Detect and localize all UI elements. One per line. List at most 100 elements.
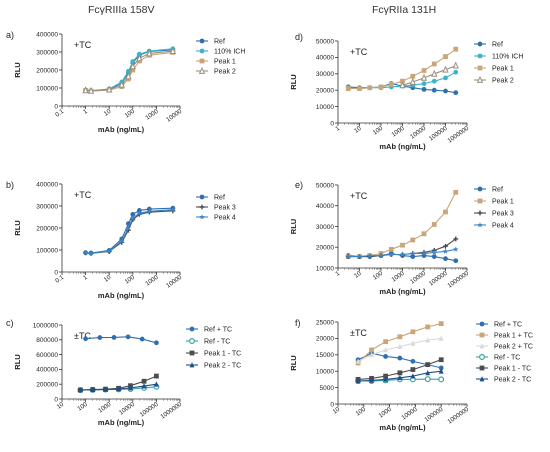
data-point (388, 246, 394, 252)
series-peak-2: Peak 2 (399, 61, 514, 89)
y-tick-label: 50000 (316, 182, 334, 189)
data-point (443, 256, 448, 262)
data-point (383, 339, 389, 345)
data-point (399, 251, 406, 257)
data-point (106, 248, 112, 254)
data-point (453, 69, 459, 75)
data-point (383, 346, 389, 353)
data-point (82, 86, 89, 94)
series-ref: Ref (83, 39, 225, 94)
data-point (397, 355, 403, 361)
x-tick-label: 1000000 (446, 125, 470, 145)
data-point (357, 86, 362, 91)
data-point (169, 46, 177, 54)
data-point (146, 49, 153, 57)
data-point (410, 367, 416, 372)
legend-label: Ref + TC (494, 322, 522, 329)
x-axis-label: mAb (ng/mL) (379, 142, 426, 151)
data-point (421, 68, 427, 73)
legend-label: Ref (214, 39, 225, 46)
y-tick-label: 10000 (316, 369, 334, 376)
legend-label: Ref + TC (204, 327, 232, 334)
x-tick-label: 0.1 (54, 274, 66, 285)
legend-marker (199, 194, 205, 200)
data-point (421, 231, 427, 237)
data-point (369, 347, 374, 353)
y-axis-label: RLU (13, 354, 22, 369)
data-point (397, 343, 403, 349)
data-point (125, 334, 131, 340)
y-tick-label: 20000 (316, 245, 334, 252)
x-tick-label: 10000 (409, 125, 428, 141)
panel-label: d) (295, 32, 303, 42)
data-point (425, 362, 431, 368)
series-peak-1: Peak 1 (83, 49, 236, 94)
y-tick-label: 5000 (320, 385, 335, 392)
x-tick-label: 10 (103, 274, 113, 284)
x-tick-label: 100 (123, 274, 136, 286)
legend-label: 110% ICH (214, 49, 245, 56)
y-tick-label: 0 (54, 103, 58, 110)
y-tick-label: 10000 (316, 104, 334, 111)
y-axis-label: RLU (289, 355, 298, 370)
data-point (452, 61, 459, 69)
data-point (103, 386, 108, 392)
x-tick-label: 10 (353, 270, 363, 280)
data-point (425, 369, 431, 376)
x-tick-label: 1 (82, 108, 89, 116)
data-point (383, 376, 389, 382)
data-point (345, 253, 351, 259)
y-tick-label: 20000 (316, 88, 334, 95)
y-tick-label: 10000 (316, 265, 334, 272)
y-tick-label: 20000 (316, 336, 334, 343)
data-point (154, 373, 159, 379)
data-point (170, 206, 176, 213)
legend-label: Peak 4 (492, 223, 514, 230)
legend-marker (189, 350, 195, 356)
series-peak-3: Peak 3 (345, 211, 514, 259)
series-ref: Ref (83, 195, 225, 256)
series-peak-3: Peak 3 (83, 205, 236, 256)
data-point (453, 46, 459, 52)
data-point (154, 381, 159, 387)
x-tick-label: 10000 (118, 401, 137, 417)
column-title-left: FcγRIIIa 158V (88, 4, 155, 16)
y-tick-label: 15000 (316, 352, 334, 359)
legend-label: Peak 2 - TC (494, 377, 531, 384)
legend-label: Peak 1 - TC (204, 351, 241, 358)
panel-label: c) (6, 318, 14, 328)
y-tick-label: 600000 (36, 352, 58, 359)
legend-marker (477, 222, 483, 228)
x-tick-label: 1000 (390, 125, 406, 139)
data-point (431, 254, 437, 259)
legend-label: Peak 3 (214, 205, 236, 212)
data-point (424, 376, 431, 383)
data-point (443, 54, 448, 59)
data-point (453, 189, 459, 195)
data-point (431, 69, 438, 77)
legend-marker (199, 38, 205, 44)
data-point (88, 250, 94, 256)
data-point (130, 59, 136, 64)
legend-label: Peak 1 + TC (494, 333, 533, 340)
data-point (453, 246, 459, 252)
y-tick-label: 0 (330, 120, 334, 127)
legend-marker (479, 343, 485, 349)
legend-marker (199, 58, 205, 64)
legend-label: Peak 3 (492, 211, 514, 218)
data-point (82, 250, 89, 256)
y-tick-label: 0 (330, 401, 334, 408)
data-point (400, 242, 405, 248)
panel-b: 0 100000 200000 300000 400000 0.1 1 10 100 1000 10… (6, 180, 236, 300)
data-point (118, 80, 125, 88)
data-point (421, 81, 427, 87)
y-tick-label: 0 (54, 269, 58, 276)
x-tick-label: 100 (372, 270, 385, 282)
x-tick-label: 100 (354, 406, 367, 418)
y-tick-label: 1000000 (33, 322, 59, 329)
y-axis-label: RLU (13, 220, 22, 235)
legend-label: Ref - TC (204, 339, 230, 346)
data-point (141, 378, 147, 384)
data-point (443, 88, 448, 94)
